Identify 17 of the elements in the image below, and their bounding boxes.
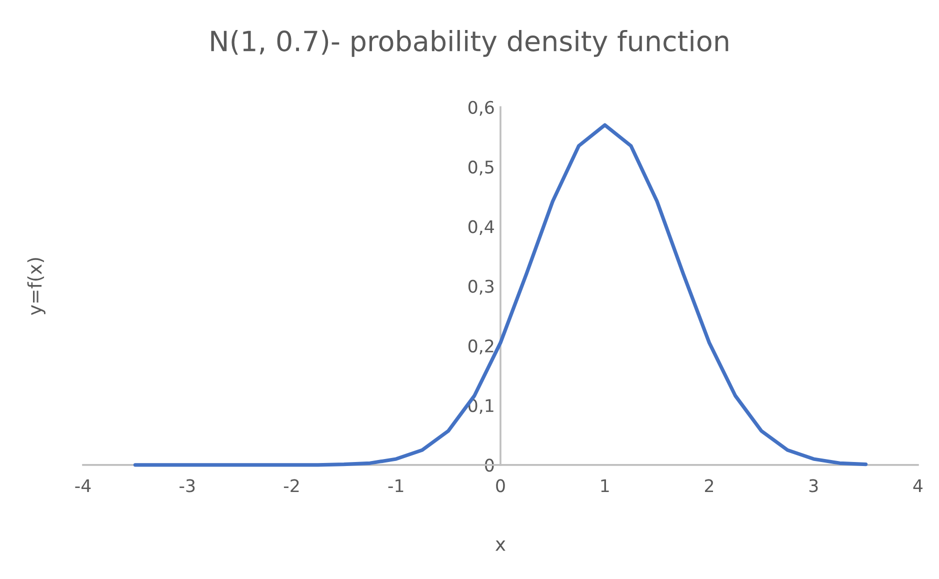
x-tick-label: 2 bbox=[704, 479, 714, 492]
y-tick-label: 0,2 bbox=[468, 339, 494, 354]
x-tick-label: -2 bbox=[284, 479, 299, 492]
x-tick-label: 0 bbox=[496, 479, 505, 492]
x-tick-label: -3 bbox=[180, 479, 195, 492]
y-axis-title: y=f(x) bbox=[27, 258, 46, 316]
x-tick-label: 4 bbox=[913, 479, 923, 492]
y-tick-label: 0,4 bbox=[468, 220, 494, 236]
x-tick-label: 3 bbox=[809, 479, 818, 492]
x-tick-label: -4 bbox=[75, 479, 91, 492]
y-tick-label: 0,5 bbox=[468, 160, 494, 176]
y-tick-label: 0,3 bbox=[468, 280, 494, 295]
x-tick-label: 1 bbox=[601, 479, 609, 492]
y-tick-label: 0,6 bbox=[468, 100, 494, 116]
x-tick-label: -1 bbox=[388, 479, 404, 492]
x-axis-title: x bbox=[495, 540, 506, 551]
chart-title: N(1, 0.7)- probability density function bbox=[211, 30, 728, 57]
